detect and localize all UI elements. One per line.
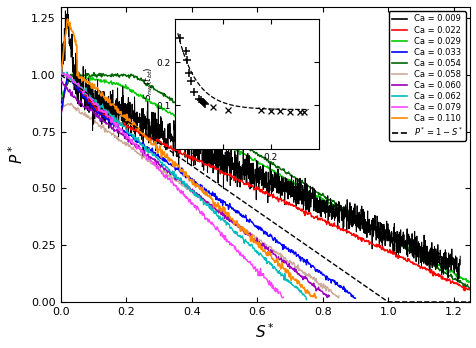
Y-axis label: $P^*$: $P^*$ (7, 145, 26, 164)
X-axis label: $S^*$: $S^*$ (255, 322, 275, 341)
Legend: Ca = 0.009, Ca = 0.022, Ca = 0.029, Ca = 0.033, Ca = 0.054, Ca = 0.058, Ca = 0.0: Ca = 0.009, Ca = 0.022, Ca = 0.029, Ca =… (388, 11, 465, 141)
